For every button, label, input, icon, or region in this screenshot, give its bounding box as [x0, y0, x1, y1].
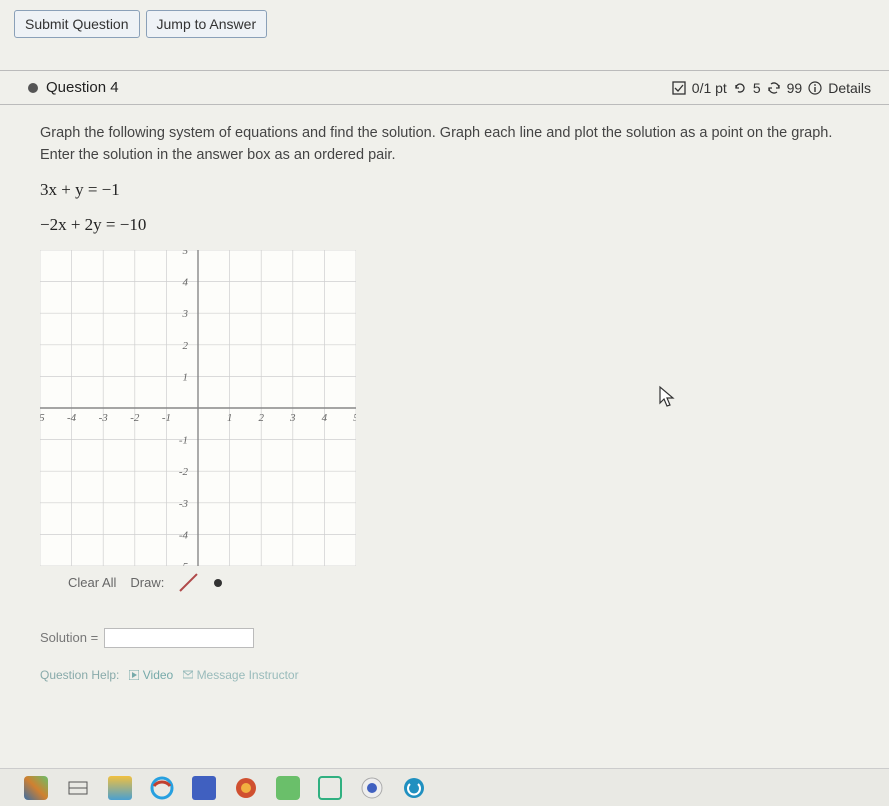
- refresh-icon: [767, 81, 781, 95]
- svg-text:5: 5: [353, 412, 356, 424]
- svg-text:-5: -5: [40, 412, 45, 424]
- taskbar-icon[interactable]: [108, 776, 132, 800]
- svg-text:-4: -4: [179, 529, 189, 541]
- draw-label: Draw:: [130, 573, 164, 593]
- svg-text:5: 5: [183, 250, 189, 257]
- equation-1: 3x + y = −1: [40, 177, 861, 203]
- solution-label: Solution =: [40, 628, 98, 648]
- taskbar-icon[interactable]: [24, 776, 48, 800]
- svg-text:-2: -2: [179, 466, 189, 478]
- details-link[interactable]: Details: [828, 80, 871, 96]
- svg-text:2: 2: [183, 339, 189, 351]
- question-prompt: Graph the following system of equations …: [40, 123, 861, 167]
- draw-line-tool[interactable]: [178, 572, 200, 594]
- svg-text:3: 3: [182, 308, 189, 320]
- taskbar-icon[interactable]: [402, 776, 426, 800]
- score-text: 0/1 pt: [692, 80, 727, 96]
- svg-text:1: 1: [183, 371, 189, 383]
- svg-text:-3: -3: [99, 412, 109, 424]
- question-bullet-icon: [28, 83, 38, 93]
- svg-text:4: 4: [183, 276, 189, 288]
- equation-2: −2x + 2y = −10: [40, 212, 861, 238]
- svg-text:-3: -3: [179, 497, 189, 509]
- solution-input[interactable]: [104, 628, 254, 648]
- taskbar-icon[interactable]: [66, 776, 90, 800]
- svg-text:1: 1: [227, 412, 233, 424]
- clear-all-button[interactable]: Clear All: [68, 573, 116, 593]
- svg-text:-1: -1: [179, 434, 188, 446]
- svg-text:-1: -1: [162, 412, 171, 424]
- message-instructor-link[interactable]: Message Instructor: [183, 666, 298, 684]
- taskbar-icon[interactable]: [192, 776, 216, 800]
- video-link[interactable]: Video: [129, 666, 173, 684]
- draw-point-tool[interactable]: [214, 579, 222, 587]
- question-help-label: Question Help:: [40, 666, 119, 684]
- svg-text:-4: -4: [67, 412, 77, 424]
- svg-text:3: 3: [289, 412, 296, 424]
- retries-text: 5: [753, 80, 761, 96]
- attempts-text: 99: [787, 80, 803, 96]
- taskbar: [0, 768, 889, 806]
- retry-icon: [733, 81, 747, 95]
- svg-text:4: 4: [322, 412, 328, 424]
- taskbar-icon[interactable]: [360, 776, 384, 800]
- submit-button[interactable]: Submit Question: [14, 10, 140, 38]
- svg-text:-5: -5: [179, 561, 189, 566]
- taskbar-icon[interactable]: [234, 776, 258, 800]
- taskbar-icon[interactable]: [318, 776, 342, 800]
- info-icon: [808, 81, 822, 95]
- svg-text:2: 2: [258, 412, 264, 424]
- jump-button[interactable]: Jump to Answer: [146, 10, 268, 38]
- svg-text:-2: -2: [130, 412, 140, 424]
- coordinate-graph[interactable]: -5 -4 -3 -2 -1 1 2 3 4 5 -5 -4 -3 -2 -1 1 2 3 4 5: [40, 250, 356, 566]
- question-meta: 0/1 pt 5 99 Details: [672, 80, 871, 96]
- taskbar-icon[interactable]: [276, 776, 300, 800]
- question-label: Question 4: [46, 79, 119, 96]
- checkbox-icon: [672, 81, 686, 95]
- question-header: Question 4 0/1 pt 5 99 Details: [0, 70, 889, 105]
- taskbar-icon[interactable]: [150, 776, 174, 800]
